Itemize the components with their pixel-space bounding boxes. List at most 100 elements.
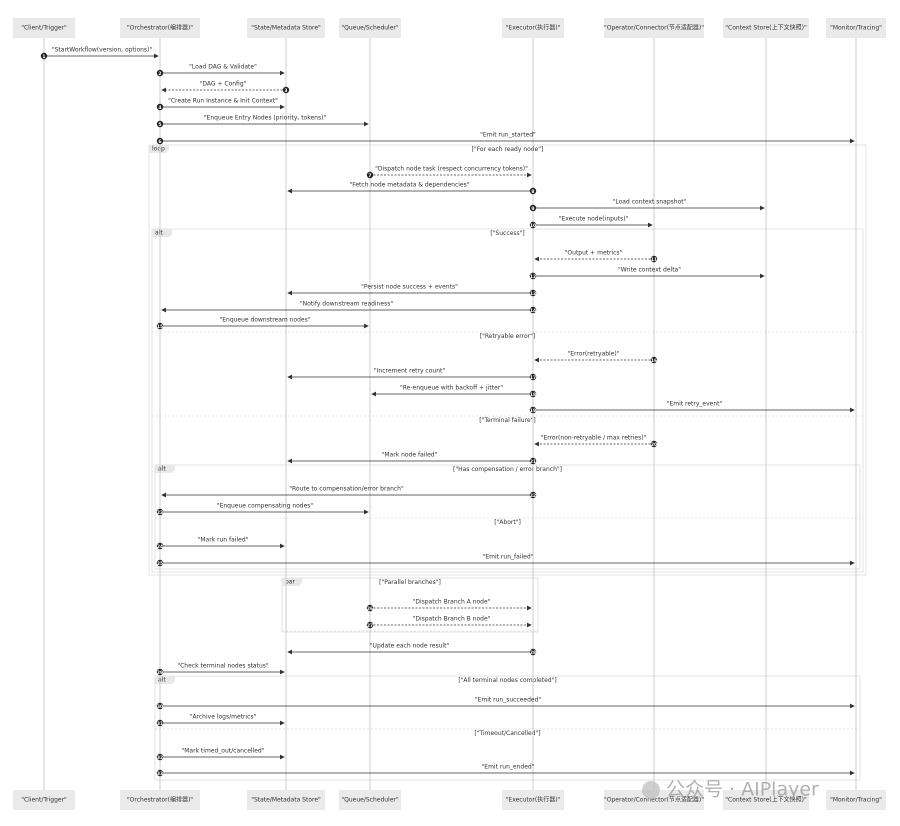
- message-label: "Mark run failed": [198, 537, 249, 544]
- participant-box: [247, 18, 325, 38]
- message-number-badge: [156, 120, 164, 128]
- message-number: 10: [530, 223, 536, 229]
- participant-label: "Client/Trigger": [21, 797, 67, 804]
- message-number: 8: [531, 189, 534, 195]
- fragment-condition: ["All terminal nodes completed"]: [458, 677, 556, 684]
- message-label: "Emit run_ended": [482, 764, 535, 771]
- message-label: "Emit run_started": [480, 132, 536, 139]
- participant-label: "Operator/Connector(节点适配器)": [604, 796, 704, 804]
- message-label: "Error(non-retryable / max retries)": [541, 435, 647, 442]
- message-number: 31: [157, 721, 163, 727]
- fragment-condition: ["Abort"]: [494, 519, 521, 526]
- message-label: "Emit run_failed": [483, 554, 534, 561]
- fragment-condition: ["Terminal failure"]: [479, 417, 535, 424]
- message-number-badge: [529, 187, 537, 195]
- participant-box: [826, 790, 886, 810]
- fragment-condition: ["Has compensation / error branch"]: [453, 466, 562, 473]
- message-label: "Increment retry count": [374, 368, 445, 375]
- message-label: "Route to compensation/error branch": [289, 486, 404, 493]
- participant-box: [339, 790, 401, 810]
- message-number: 26: [367, 606, 373, 612]
- participant-box: [723, 790, 809, 810]
- participant-box: [120, 18, 200, 38]
- message-number-badge: [529, 221, 537, 229]
- message-number-badge: [650, 440, 658, 448]
- message-number: 33: [157, 771, 163, 777]
- participant-label: "Context Store(上下文快照)": [725, 796, 807, 804]
- message-label: "Emit retry_event": [667, 401, 723, 408]
- message-number: 18: [530, 392, 536, 398]
- message-number-badge: [366, 604, 374, 612]
- participant-label: "State/Metadata Store": [251, 25, 321, 32]
- message-label: "Enqueue downstream nodes": [219, 317, 310, 324]
- fragment-frame: [154, 464, 861, 570]
- participant-box: [120, 790, 200, 810]
- participant-box: [826, 18, 886, 38]
- message-number-badge: [529, 457, 537, 465]
- fragment-tab: [152, 229, 172, 237]
- fragment-frame: [281, 577, 539, 633]
- participant-box: [339, 18, 401, 38]
- message-number-badge: [156, 137, 164, 145]
- fragment-kind: alt: [155, 230, 163, 237]
- watermark-icon: [642, 781, 660, 799]
- participant-label: "Executor(执行器)": [506, 24, 561, 32]
- message-number: 15: [157, 324, 163, 330]
- message-label: "Enqueue Entry Nodes (priority, tokens)": [204, 115, 327, 122]
- message-label: "Error(retryable)": [567, 351, 619, 358]
- message-number-badge: [529, 648, 537, 656]
- participant-label: "Orchestrator(编排器)": [127, 796, 193, 804]
- message-number-badge: [156, 542, 164, 550]
- message-number: 11: [651, 257, 657, 263]
- watermark: 公众号 · AIPlayer: [666, 779, 819, 801]
- message-number-badge: [529, 306, 537, 314]
- participant-box: [13, 790, 75, 810]
- fragment-condition: ["Success"]: [490, 230, 524, 237]
- fragment-condition: ["Timeout/Cancelled"]: [474, 730, 540, 737]
- participant-label: "Executor(执行器)": [506, 796, 561, 804]
- message-number-badge: [529, 289, 537, 297]
- message-number: 6: [158, 139, 161, 145]
- fragment-tab: [149, 145, 169, 153]
- message-label: "Execute node(inputs)": [559, 216, 629, 223]
- fragment-frame: [151, 228, 864, 573]
- participant-label: "Monitor/Tracing": [830, 25, 882, 32]
- message-number-badge: [529, 390, 537, 398]
- fragment-kind: alt: [158, 466, 166, 473]
- participant-box: [604, 790, 704, 810]
- participant-box: [502, 790, 564, 810]
- message-label: "Load DAG & Validate": [189, 64, 257, 71]
- message-label: "Enqueue compensating nodes": [217, 503, 314, 510]
- message-number-badge: [156, 769, 164, 777]
- participant-label: "Queue/Scheduler": [341, 25, 399, 32]
- message-number-badge: [156, 69, 164, 77]
- message-number-badge: [156, 753, 164, 761]
- message-label: "Emit run_succeeded": [475, 697, 542, 704]
- message-label: "Mark node failed": [382, 452, 438, 459]
- fragment-kind: loop: [152, 146, 165, 153]
- participant-label: "Operator/Connector(节点适配器)": [604, 24, 704, 32]
- participant-label: "Orchestrator(编排器)": [127, 24, 193, 32]
- message-number: 13: [530, 291, 536, 297]
- message-number-badge: [529, 204, 537, 212]
- participant-label: "Queue/Scheduler": [341, 797, 399, 804]
- fragment-condition: ["For each ready node"]: [472, 146, 544, 153]
- participant-label: "Context Store(上下文快照)": [725, 24, 807, 32]
- message-number-badge: [366, 621, 374, 629]
- participant-box: [604, 18, 704, 38]
- message-label: "Dispatch node task (respect concurrency…: [375, 166, 528, 173]
- message-label: "Dispatch Branch A node": [413, 599, 491, 606]
- participant-label: "State/Metadata Store": [251, 797, 321, 804]
- message-label: "Persist node success + events": [361, 284, 458, 291]
- fragment-kind: par: [285, 579, 295, 586]
- message-number: 24: [157, 544, 163, 550]
- fragment-condition: ["Parallel branches"]: [379, 579, 441, 586]
- message-number-badge: [156, 559, 164, 567]
- message-number-badge: [529, 373, 537, 381]
- participant-box: [247, 790, 325, 810]
- message-number: 32: [157, 755, 163, 761]
- message-number-badge: [156, 508, 164, 516]
- message-label: "Mark timed_out/cancelled": [181, 748, 264, 755]
